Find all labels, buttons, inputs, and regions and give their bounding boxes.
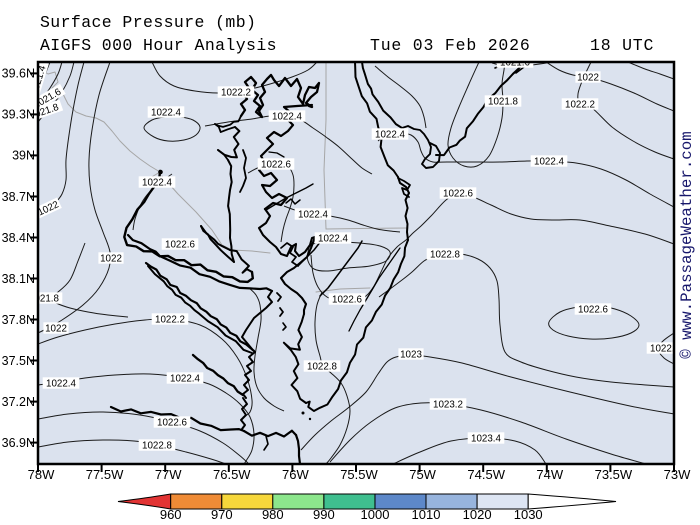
- svg-text:1022.4: 1022.4: [318, 234, 349, 245]
- svg-text:1000: 1000: [361, 507, 390, 522]
- svg-text:73W: 73W: [664, 467, 691, 482]
- svg-text:1022.4: 1022.4: [298, 210, 329, 221]
- svg-text:1022.4: 1022.4: [142, 178, 173, 189]
- svg-text:39.3N: 39.3N: [2, 108, 35, 122]
- svg-text:1022.4: 1022.4: [272, 112, 303, 123]
- svg-text:1022.4: 1022.4: [170, 374, 201, 385]
- svg-text:1022.4: 1022.4: [46, 379, 77, 390]
- svg-text:37.2N: 37.2N: [2, 395, 35, 409]
- svg-text:1023: 1023: [400, 350, 422, 361]
- svg-text:1021.8: 1021.8: [488, 97, 519, 108]
- svg-text:980: 980: [262, 507, 284, 522]
- svg-text:1021.6: 1021.6: [500, 58, 531, 69]
- svg-text:960: 960: [160, 507, 182, 522]
- svg-text:77.5W: 77.5W: [86, 467, 124, 482]
- svg-text:1010: 1010: [412, 507, 441, 522]
- svg-text:1021.4: 1021.4: [29, 64, 48, 96]
- svg-text:Tue 03 Feb 2026: Tue 03 Feb 2026: [370, 36, 531, 55]
- svg-text:39N: 39N: [12, 149, 35, 163]
- svg-text:74W: 74W: [536, 467, 563, 482]
- svg-text:39.6N: 39.6N: [2, 67, 35, 81]
- svg-text:1022: 1022: [45, 324, 67, 335]
- svg-text:1022.4: 1022.4: [534, 157, 565, 168]
- svg-text:36.9N: 36.9N: [2, 436, 35, 450]
- svg-text:75.5W: 75.5W: [340, 467, 378, 482]
- svg-text:74.5W: 74.5W: [467, 467, 505, 482]
- svg-text:1022.6: 1022.6: [261, 160, 292, 171]
- svg-text:37.5N: 37.5N: [2, 354, 35, 368]
- svg-text:76W: 76W: [282, 467, 309, 482]
- svg-text:76.5W: 76.5W: [213, 467, 251, 482]
- svg-text:75W: 75W: [409, 467, 436, 482]
- svg-text:1022.6: 1022.6: [157, 418, 188, 429]
- svg-text:AIGFS 000 Hour Analysis: AIGFS 000 Hour Analysis: [40, 36, 277, 55]
- svg-text:77W: 77W: [155, 467, 182, 482]
- svg-text:38.4N: 38.4N: [2, 231, 35, 245]
- svg-text:1022: 1022: [577, 73, 599, 84]
- svg-text:Surface Pressure (mb): Surface Pressure (mb): [40, 13, 256, 32]
- svg-text:1022.2: 1022.2: [565, 100, 595, 111]
- svg-text:1022.4: 1022.4: [650, 344, 681, 355]
- svg-text:1022.8: 1022.8: [430, 250, 461, 261]
- svg-text:1022.6: 1022.6: [578, 305, 609, 316]
- svg-text:1022.8: 1022.8: [142, 441, 173, 452]
- svg-text:1022.2: 1022.2: [221, 88, 251, 99]
- svg-text:18 UTC: 18 UTC: [590, 36, 654, 55]
- svg-text:1030: 1030: [514, 507, 543, 522]
- svg-text:1022.2: 1022.2: [155, 315, 185, 326]
- svg-text:38.1N: 38.1N: [2, 272, 35, 286]
- svg-text:1020: 1020: [463, 507, 492, 522]
- svg-text:37.8N: 37.8N: [2, 313, 35, 327]
- svg-text:73.5W: 73.5W: [595, 467, 633, 482]
- svg-text:1022: 1022: [100, 254, 122, 265]
- svg-text:990: 990: [313, 507, 335, 522]
- svg-text:38.7N: 38.7N: [2, 190, 35, 204]
- svg-text:970: 970: [211, 507, 233, 522]
- svg-text:1022.6: 1022.6: [443, 189, 474, 200]
- svg-text:1023.2: 1023.2: [433, 400, 463, 411]
- svg-text:78W: 78W: [28, 467, 55, 482]
- svg-text:1022.6: 1022.6: [332, 295, 363, 306]
- svg-text:1022.6: 1022.6: [165, 240, 196, 251]
- svg-text:1023.4: 1023.4: [471, 434, 502, 445]
- svg-text:1022.4: 1022.4: [151, 108, 182, 119]
- svg-text:© www.PassageWeather.com: © www.PassageWeather.com: [678, 131, 696, 359]
- svg-text:1022.4: 1022.4: [375, 130, 406, 141]
- svg-text:1021.8: 1021.8: [29, 294, 60, 305]
- svg-text:1022.8: 1022.8: [307, 362, 338, 373]
